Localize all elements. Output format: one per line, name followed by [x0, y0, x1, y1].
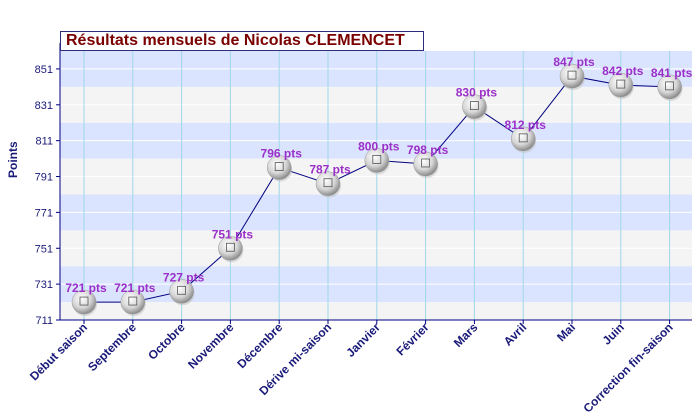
data-label: 830 pts [456, 86, 498, 100]
grid-band [60, 302, 692, 320]
x-tick-label: Avril [501, 320, 529, 348]
x-tick-label: Mai [554, 320, 578, 344]
grid-band [60, 194, 692, 213]
grid-band [60, 122, 692, 141]
data-label: 751 pts [212, 227, 254, 241]
data-label: 847 pts [553, 55, 595, 69]
point-emblem-icon [567, 70, 577, 80]
point-emblem-icon [128, 296, 138, 306]
point-emblem-icon [665, 81, 674, 91]
y-axis-label: Points [6, 141, 20, 178]
grid-band [60, 212, 692, 231]
y-tick-label: 711 [35, 315, 53, 327]
x-tick-label: Janvier [343, 320, 383, 360]
data-label: 787 pts [309, 163, 351, 177]
grid-band [60, 248, 692, 267]
grid-band [60, 176, 692, 195]
data-label: 841 pts [651, 66, 693, 80]
point-emblem-icon [372, 154, 382, 164]
point-emblem-icon [469, 101, 479, 110]
data-point [218, 236, 243, 261]
chart-title: Résultats mensuels de Nicolas CLEMENCET [66, 32, 405, 49]
y-tick-label: 851 [35, 64, 53, 76]
title-frame [60, 31, 424, 51]
data-point [462, 94, 487, 119]
data-point [315, 171, 341, 196]
y-tick-label: 731 [35, 279, 53, 291]
data-point [71, 289, 97, 315]
grid-band [60, 104, 692, 123]
y-tick-label: 751 [35, 243, 53, 255]
point-emblem-icon [274, 162, 284, 171]
x-tick-label: Décembre [234, 320, 285, 371]
data-point [510, 126, 536, 152]
data-point [120, 289, 146, 315]
x-tick-label: Correction fin-saison [580, 320, 675, 415]
point-emblem-icon [616, 79, 626, 89]
grid-band [60, 68, 692, 87]
data-point [364, 148, 390, 173]
x-tick-label: Début saison [27, 320, 90, 383]
data-point [559, 63, 585, 89]
data-label: 721 pts [114, 281, 156, 295]
grid-band [60, 266, 692, 285]
point-emblem-icon [518, 133, 528, 143]
grid-band [60, 230, 692, 249]
data-label: 798 pts [407, 143, 449, 157]
data-label: 727 pts [163, 270, 205, 284]
point-emblem-icon [323, 178, 333, 188]
y-tick-label: 811 [35, 136, 53, 148]
data-point [413, 151, 438, 177]
data-point [169, 279, 194, 304]
data-label: 842 pts [602, 64, 644, 78]
data-point [266, 155, 292, 180]
grid-band [60, 86, 692, 105]
x-tick-label: Novembre [185, 320, 237, 372]
grid-band [60, 51, 692, 69]
x-tick-label: Mars [451, 320, 481, 350]
data-label: 800 pts [358, 139, 400, 153]
point-emblem-icon [79, 296, 89, 306]
data-point [608, 72, 634, 98]
y-tick-label: 791 [35, 172, 53, 184]
x-tick-label: Février [394, 320, 432, 358]
grid-band [60, 284, 692, 303]
point-emblem-icon [225, 242, 235, 252]
y-tick-label: 831 [35, 100, 53, 112]
point-emblem-icon [421, 158, 431, 168]
x-tick-label: Septembre [85, 320, 139, 374]
y-tick-label: 771 [35, 207, 53, 219]
point-emblem-icon [177, 285, 187, 295]
data-label: 721 pts [65, 281, 107, 295]
data-label: 812 pts [505, 118, 547, 132]
x-tick-label: Juin [600, 320, 627, 347]
data-label: 796 pts [261, 147, 303, 161]
x-tick-label: Octobre [145, 320, 188, 363]
data-point [657, 74, 682, 100]
